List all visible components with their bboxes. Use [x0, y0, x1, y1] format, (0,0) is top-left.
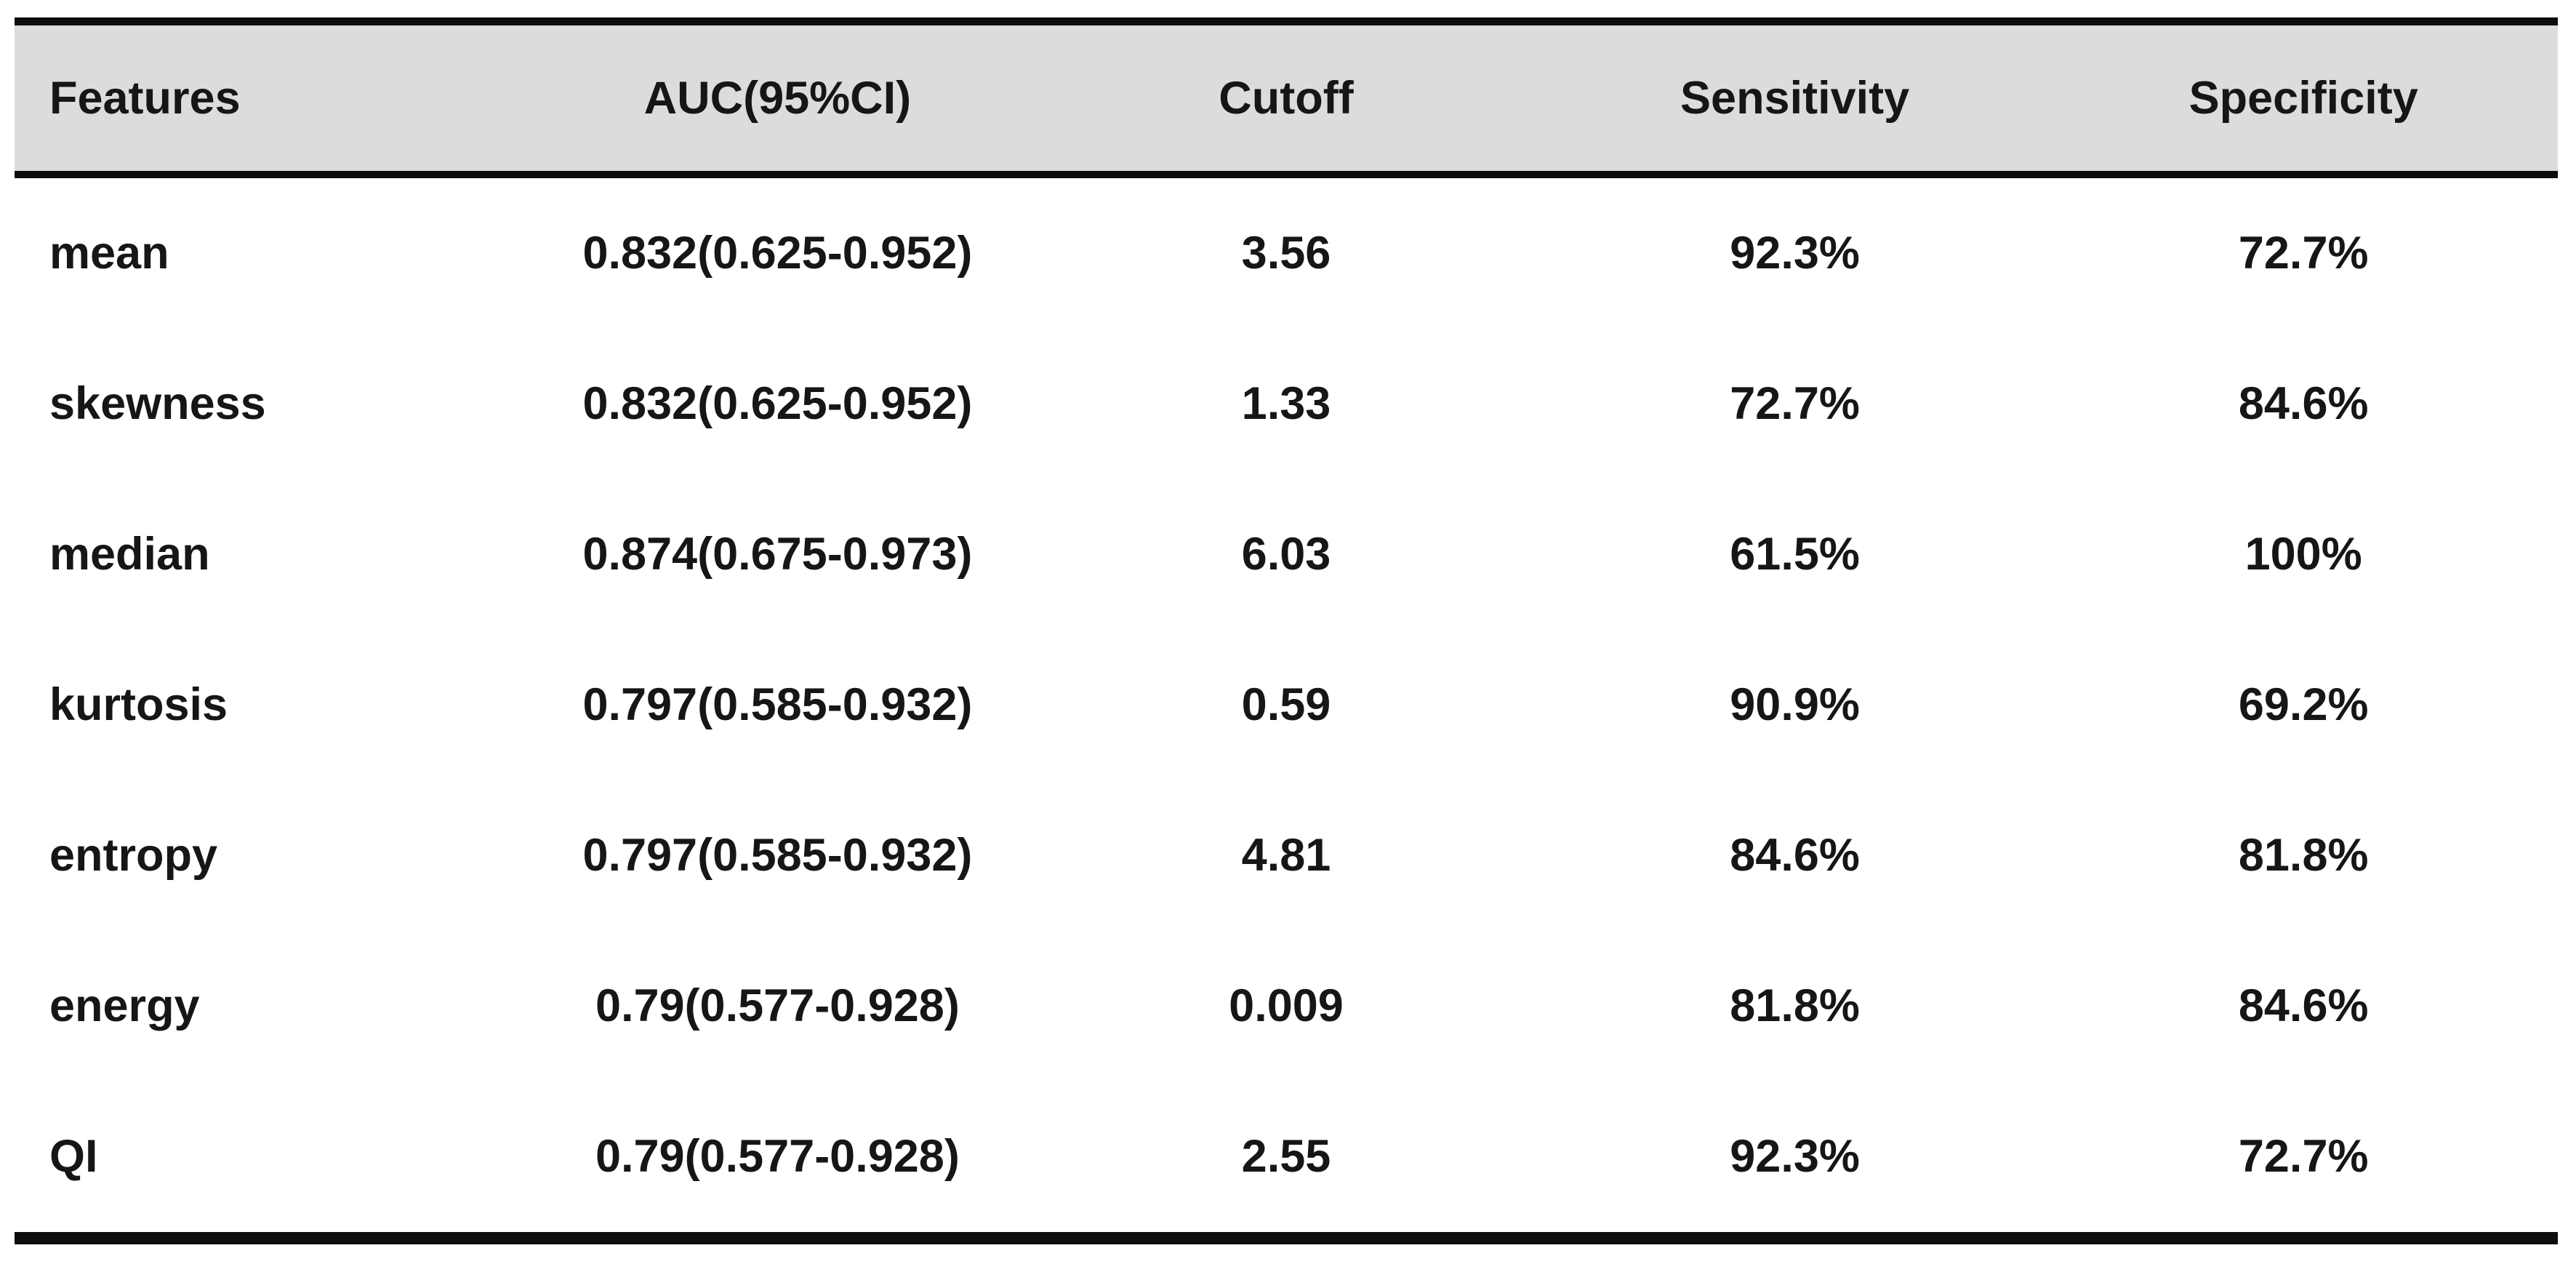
cell-feature: energy	[15, 931, 523, 1081]
feature-roc-table-container: Features AUC(95%CI) Cutoff Sensitivity S…	[15, 17, 2558, 1244]
table-row: energy 0.79(0.577-0.928) 0.009 81.8% 84.…	[15, 931, 2558, 1081]
cell-cutoff: 0.009	[1032, 931, 1541, 1081]
table-row: mean 0.832(0.625-0.952) 3.56 92.3% 72.7%	[15, 175, 2558, 329]
cell-cutoff: 0.59	[1032, 630, 1541, 780]
cell-cutoff: 2.55	[1032, 1081, 1541, 1239]
cell-auc: 0.832(0.625-0.952)	[523, 175, 1032, 329]
cell-sensitivity: 92.3%	[1540, 1081, 2050, 1239]
cell-cutoff: 3.56	[1032, 175, 1541, 329]
cell-auc: 0.79(0.577-0.928)	[523, 1081, 1032, 1239]
cell-specificity: 81.8%	[2049, 780, 2558, 931]
table-row: kurtosis 0.797(0.585-0.932) 0.59 90.9% 6…	[15, 630, 2558, 780]
cell-sensitivity: 61.5%	[1540, 479, 2050, 630]
cell-specificity: 72.7%	[2049, 1081, 2558, 1239]
cell-feature: entropy	[15, 780, 523, 931]
cell-sensitivity: 92.3%	[1540, 175, 2050, 329]
header-cutoff: Cutoff	[1032, 21, 1541, 178]
cell-feature: skewness	[15, 329, 523, 479]
cell-auc: 0.797(0.585-0.932)	[523, 780, 1032, 931]
cell-auc: 0.832(0.625-0.952)	[523, 329, 1032, 479]
header-specificity: Specificity	[2049, 21, 2558, 178]
cell-auc: 0.79(0.577-0.928)	[523, 931, 1032, 1081]
cell-specificity: 100%	[2049, 479, 2558, 630]
cell-specificity: 72.7%	[2049, 175, 2558, 329]
header-features: Features	[15, 21, 523, 178]
table-row: skewness 0.832(0.625-0.952) 1.33 72.7% 8…	[15, 329, 2558, 479]
header-auc: AUC(95%CI)	[523, 21, 1032, 178]
cell-sensitivity: 81.8%	[1540, 931, 2050, 1081]
cell-feature: kurtosis	[15, 630, 523, 780]
feature-roc-table: Features AUC(95%CI) Cutoff Sensitivity S…	[15, 17, 2558, 1244]
header-sensitivity: Sensitivity	[1540, 21, 2050, 178]
header-row: Features AUC(95%CI) Cutoff Sensitivity S…	[15, 21, 2558, 178]
cell-specificity: 84.6%	[2049, 931, 2558, 1081]
table-row: entropy 0.797(0.585-0.932) 4.81 84.6% 81…	[15, 780, 2558, 931]
table-row: QI 0.79(0.577-0.928) 2.55 92.3% 72.7%	[15, 1081, 2558, 1239]
cell-specificity: 69.2%	[2049, 630, 2558, 780]
cell-cutoff: 4.81	[1032, 780, 1541, 931]
cell-auc: 0.797(0.585-0.932)	[523, 630, 1032, 780]
table-body: mean 0.832(0.625-0.952) 3.56 92.3% 72.7%…	[15, 175, 2558, 1239]
cell-feature: QI	[15, 1081, 523, 1239]
cell-sensitivity: 72.7%	[1540, 329, 2050, 479]
cell-specificity: 84.6%	[2049, 329, 2558, 479]
table-header: Features AUC(95%CI) Cutoff Sensitivity S…	[15, 21, 2558, 178]
cell-sensitivity: 84.6%	[1540, 780, 2050, 931]
cell-cutoff: 6.03	[1032, 479, 1541, 630]
cell-auc: 0.874(0.675-0.973)	[523, 479, 1032, 630]
cell-sensitivity: 90.9%	[1540, 630, 2050, 780]
cell-feature: mean	[15, 175, 523, 329]
table-row: median 0.874(0.675-0.973) 6.03 61.5% 100…	[15, 479, 2558, 630]
cell-cutoff: 1.33	[1032, 329, 1541, 479]
cell-feature: median	[15, 479, 523, 630]
